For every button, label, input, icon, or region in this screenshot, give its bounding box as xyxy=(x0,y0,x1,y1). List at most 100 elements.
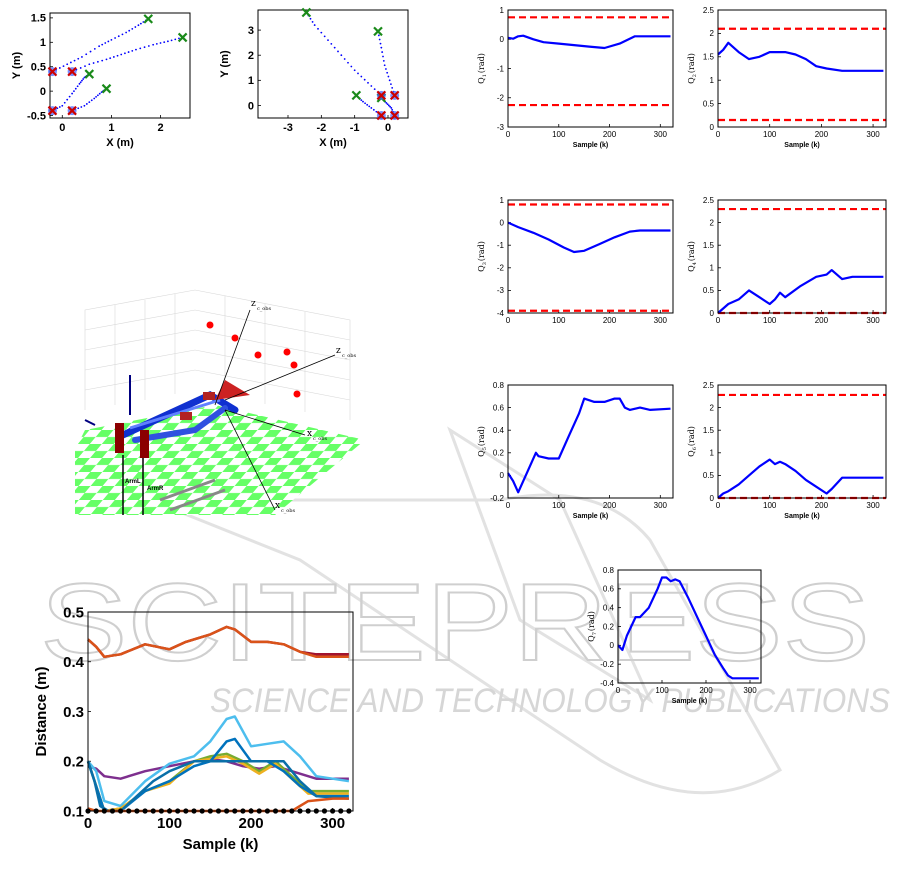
x-tick-label-2: 200 xyxy=(603,501,617,510)
robot-scene-3d: z c_obs z c_obs x c_obs x c_obs ArmL Arm… xyxy=(75,289,375,515)
path-0-dot-1-2 xyxy=(360,75,363,78)
y-tick-label-5: 0.6 xyxy=(603,585,615,594)
start-marker-1-b xyxy=(389,90,400,101)
y-tick-label-1: 1 xyxy=(248,75,254,87)
path-1-dot-6-2 xyxy=(174,38,177,41)
trajectory-plot-2: -3 -2 -1 0 0 1 2 3 X (m) Y (m) xyxy=(219,5,415,155)
path-2-dot-0-3 xyxy=(58,106,61,108)
y-axis-label-sub: 6 xyxy=(692,447,698,450)
y-tick-label-3: 0 xyxy=(500,35,505,44)
y-tick-label-2: 1 xyxy=(710,264,715,273)
y-tick-label-5: 1 xyxy=(500,196,505,205)
y-tick-label-0: 0 xyxy=(710,494,715,503)
y-tick-label-0: 0 xyxy=(710,123,715,132)
path-1-dot-5-1 xyxy=(155,42,158,45)
path-1-dot-5-2 xyxy=(159,42,162,44)
y-tick-label-2: 0.2 xyxy=(493,449,505,458)
path-2-dot-1-3 xyxy=(364,102,366,105)
path-1-dot-2-3 xyxy=(116,54,119,57)
start-marker-1 xyxy=(389,90,400,101)
x-tick-label-0: 0 xyxy=(716,501,721,510)
path-0-dot-1-0 xyxy=(66,63,69,66)
path-0-dot-2-1 xyxy=(350,65,353,68)
y-tick-label-0: -4 xyxy=(497,309,505,318)
path-2-dot-1-0 xyxy=(370,107,373,109)
joint-plot-q1: 0 100 200 300 -3 -2 -1 0 1 Sample (k) Q1(rad) xyxy=(470,5,680,150)
path-0-dot-1-1 xyxy=(363,78,366,81)
path-0-dot-0-2 xyxy=(373,88,376,91)
path-1-dot-0-3 xyxy=(390,83,392,85)
z-obs-sub-2: c_obs xyxy=(342,353,357,359)
path-1-dot-4-0 xyxy=(135,48,137,51)
y-tick-label-1: 0.5 xyxy=(703,471,715,480)
x-axis-label: Sample (k) xyxy=(573,142,608,149)
x-tick-label-2: 200 xyxy=(603,130,617,139)
x-axis-label: Sample (k) xyxy=(672,698,707,705)
path-1-dot-1-0 xyxy=(388,79,391,82)
x-tick-label-2: 200 xyxy=(239,815,264,832)
path-2-dot-2-1 xyxy=(360,99,363,102)
axes-frame xyxy=(507,199,674,314)
path-2-dot-2-0 xyxy=(362,100,364,103)
start-marker-1 xyxy=(67,66,77,77)
y-axis-label: Q4(rad) xyxy=(687,241,698,272)
distance-plot-svg: 0 100 200 300 0.1 0.2 0.3 0.4 0.5 Sample (k) Dista… xyxy=(33,604,354,853)
path-1-dot-1-3 xyxy=(385,68,387,70)
y-tick-label-0: -0.4 xyxy=(600,679,614,688)
y-tick-label-2: 0 xyxy=(610,641,615,650)
joint-series-0 xyxy=(507,221,671,254)
path-2-dot-2-1 xyxy=(73,90,75,93)
path-0-dot-0-3 xyxy=(62,65,65,68)
path-1-dot-2-0 xyxy=(105,58,108,61)
path-0-dot-0-2 xyxy=(58,67,61,69)
start-marker-3 xyxy=(67,105,77,116)
goal-marker-1 xyxy=(177,32,188,43)
y-tick-label-6: 0.8 xyxy=(603,566,615,575)
path-1-dot-1-0 xyxy=(88,63,91,66)
x-tick-label-3: 0 xyxy=(385,122,391,134)
path-0-dot-3-1 xyxy=(101,43,104,46)
x-tick-label-1: 100 xyxy=(552,316,566,325)
path-3-dot-2-3 xyxy=(98,92,101,95)
path-0-dot-3-0 xyxy=(340,54,343,57)
y-tick-label-3: 0.4 xyxy=(63,654,85,671)
y-axis-label-q: Q xyxy=(477,450,486,457)
y-axis-label-unit: (rad) xyxy=(587,611,596,631)
path-3-dot-1-3 xyxy=(386,103,389,106)
path-3-dot-1-0 xyxy=(83,104,86,107)
y-axis-label: Q3(rad) xyxy=(477,241,488,272)
path-1-dot-1-1 xyxy=(92,62,95,64)
path-1-dot-3-1 xyxy=(379,42,382,45)
arm-left-label: ArmL xyxy=(125,479,141,485)
x-axis-label: X (m) xyxy=(106,137,134,149)
x-tick-label-1: 100 xyxy=(157,815,182,832)
y-axis-label: Q6(rad) xyxy=(687,426,698,457)
path-1-dot-3-0 xyxy=(120,53,123,56)
x-tick-label-2: -1 xyxy=(350,122,360,134)
x-tick-label-3: 300 xyxy=(743,686,757,695)
path-2-dot-1-2 xyxy=(366,103,369,106)
path-1-dot-2-1 xyxy=(109,57,112,60)
start-marker-1-b xyxy=(67,66,77,77)
y-tick-label-3: -1 xyxy=(497,241,505,250)
path-0-dot-2-3 xyxy=(343,58,346,60)
x-tick-label-0: 0 xyxy=(59,122,65,134)
x-tick-label-0: 0 xyxy=(506,316,511,325)
axes-frame xyxy=(257,9,409,119)
x-tick-label-3: 300 xyxy=(654,316,668,325)
y-tick-label-0: -0.2 xyxy=(490,494,504,503)
y-axis-label-unit: (rad) xyxy=(687,241,696,261)
y-tick-label-1: -2 xyxy=(497,94,505,103)
y-tick-label-1: 0.5 xyxy=(703,286,715,295)
x-tick-label-1: -2 xyxy=(316,122,326,134)
path-1-dot-0-2 xyxy=(79,67,82,69)
path-2-dot-2-3 xyxy=(76,85,79,88)
x-tick-label-2: 200 xyxy=(603,316,617,325)
y-axis-label-unit: (rad) xyxy=(477,53,486,73)
joint-series-0 xyxy=(507,397,671,494)
y-axis-label: Q1(rad) xyxy=(477,53,488,84)
x-obs-sub-2: c_obs xyxy=(281,508,296,514)
y-tick-label-1: -0.2 xyxy=(600,660,614,669)
